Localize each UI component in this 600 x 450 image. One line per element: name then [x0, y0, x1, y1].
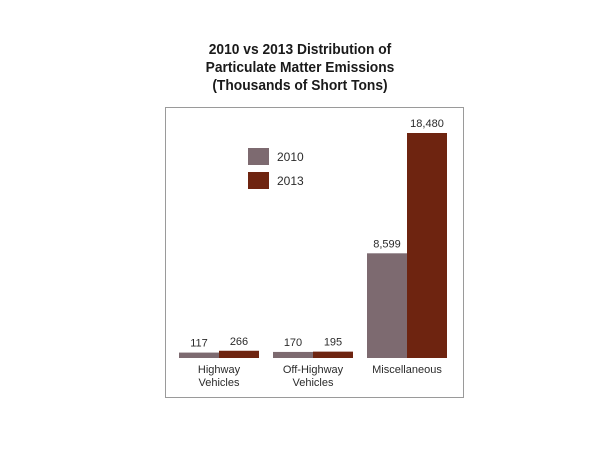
legend-label-2010: 2010 — [277, 150, 304, 164]
chart-title-line-3: (Thousands of Short Tons) — [212, 77, 388, 94]
data-label-2013-cat-2: 18,480 — [410, 118, 444, 130]
chart-frame — [165, 107, 464, 398]
chart-title-line-1: 2010 vs 2013 Distribution of — [208, 41, 392, 58]
bar-2010-cat-1 — [273, 351, 313, 358]
category-label-1-line-0: Off-Highway — [283, 364, 344, 376]
category-label-2-line-0: Miscellaneous — [372, 364, 442, 376]
data-label-2010-cat-2: 8,599 — [373, 238, 401, 250]
bar-2013-cat-0 — [219, 350, 259, 358]
bar-2013-cat-2 — [407, 133, 447, 358]
data-label-2013-cat-0: 266 — [230, 336, 248, 348]
data-label-2010-cat-0: 117 — [190, 338, 208, 350]
category-label-0-line-0: Highway — [198, 364, 241, 376]
data-label-2010-cat-1: 170 — [284, 337, 302, 349]
bar-2010-cat-0 — [179, 352, 219, 358]
legend-swatch-2010 — [248, 148, 269, 165]
chart-title: 2010 vs 2013 Distribution of Particulate… — [24, 41, 576, 95]
legend-swatch-2013 — [248, 172, 269, 189]
legend-label-2013: 2013 — [277, 174, 304, 188]
data-label-2013-cat-1: 195 — [324, 337, 342, 349]
chart-title-line-2: Particulate Matter Emissions — [205, 59, 395, 76]
category-label-0-line-1: Vehicles — [199, 377, 240, 389]
bar-2013-cat-1 — [313, 351, 353, 358]
bar-2010-cat-2 — [367, 253, 407, 358]
category-label-1-line-1: Vehicles — [293, 377, 334, 389]
